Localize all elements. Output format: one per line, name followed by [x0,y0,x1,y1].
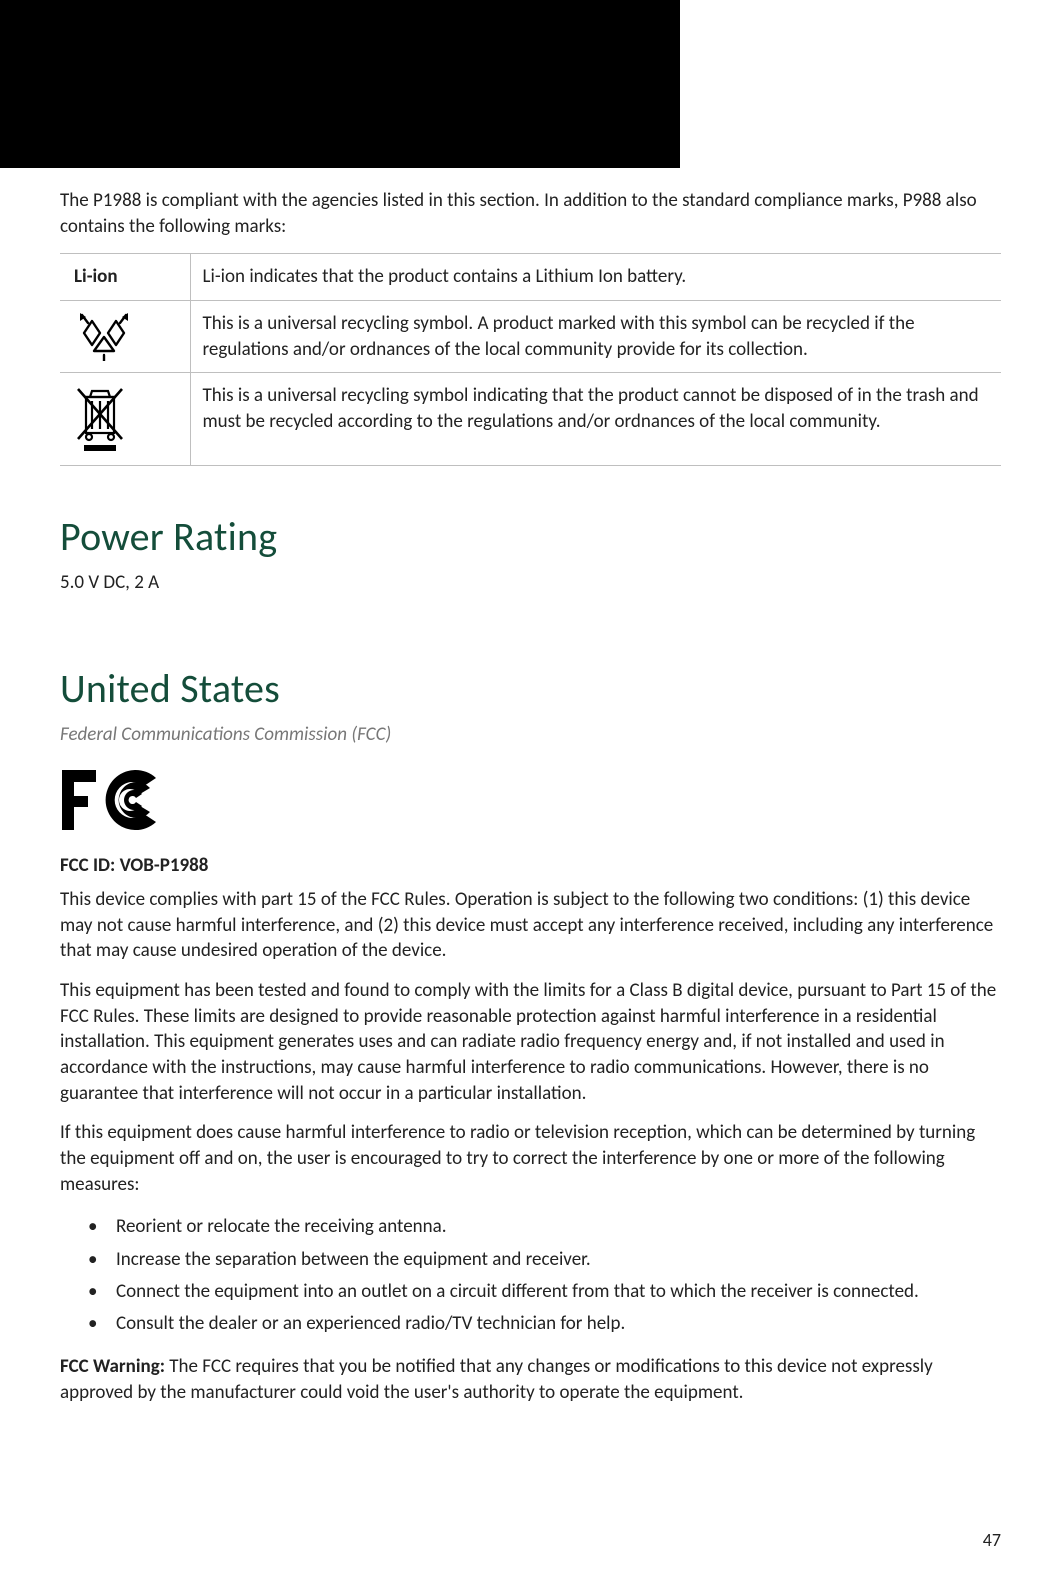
page-number: 47 [983,1529,1001,1551]
fcc-warning-text: The FCC requires that you be notified th… [60,1355,933,1404]
fcc-subheading: Federal Communications Commission (FCC) [60,723,1001,746]
list-item: Increase the separation between the equi… [88,1244,1001,1276]
recycle-description: This is a universal recycling symbol. A … [190,300,1001,372]
table-row: Li-ion Li-ion indicates that the product… [60,254,1001,301]
power-rating-value: 5.0 V DC, 2 A [60,571,1001,594]
li-ion-label: Li-ion [60,254,190,301]
compliance-table: Li-ion Li-ion indicates that the product… [60,253,1001,466]
crossed-out-bin-icon [72,383,128,455]
fcc-warning-label: FCC Warning: [60,1355,165,1378]
fcc-para-3: If this equipment does cause harmful int… [60,1120,1001,1197]
fcc-para-2: This equipment has been tested and found… [60,978,1001,1106]
fcc-id: FCC ID: VOB-P1988 [60,854,1001,877]
fcc-measures-list: Reorient or relocate the receiving anten… [60,1211,1001,1340]
intro-paragraph: The P1988 is compliant with the agencies… [60,188,1001,239]
recycle-icon-cell [60,300,190,372]
fcc-para-1: This device complies with part 15 of the… [60,887,1001,964]
united-states-heading: United States [60,664,1001,713]
recycle-icon [72,311,136,361]
document-page: The P1988 is compliant with the agencies… [0,0,1061,1573]
list-item: Reorient or relocate the receiving anten… [88,1211,1001,1243]
table-row: This is a universal recycling symbol. A … [60,300,1001,372]
fcc-logo-icon [60,764,1001,836]
list-item: Consult the dealer or an experienced rad… [88,1308,1001,1340]
table-row: This is a universal recycling symbol ind… [60,373,1001,466]
li-ion-description: Li-ion indicates that the product contai… [190,254,1001,301]
fcc-warning: FCC Warning: The FCC requires that you b… [60,1354,1001,1405]
weee-icon-cell [60,373,190,466]
header-black-block [0,0,680,168]
power-rating-heading: Power Rating [60,512,1001,561]
weee-description: This is a universal recycling symbol ind… [190,373,1001,466]
list-item: Connect the equipment into an outlet on … [88,1276,1001,1308]
